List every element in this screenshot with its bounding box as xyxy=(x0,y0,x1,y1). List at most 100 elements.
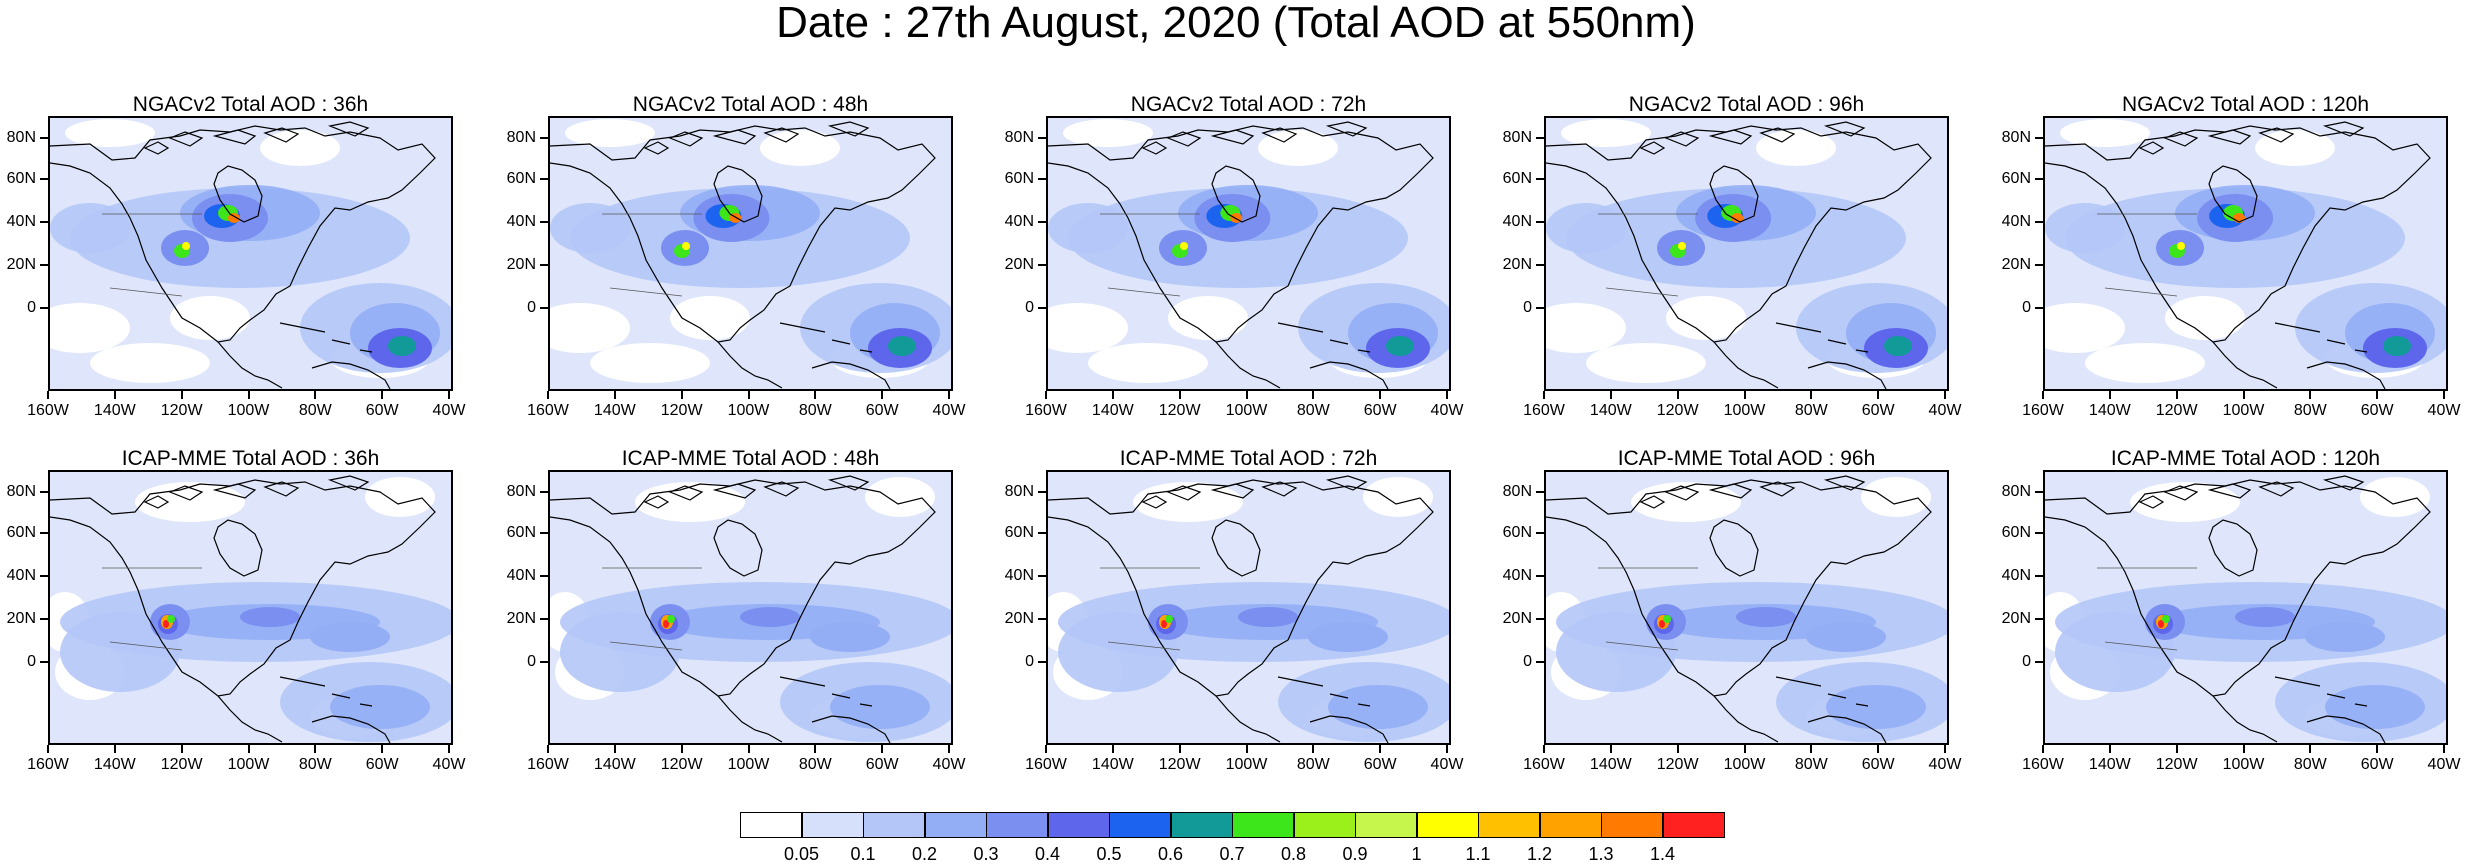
y-axis-tick xyxy=(40,178,48,180)
y-axis-label: 60N xyxy=(1502,170,1532,187)
y-axis-tick xyxy=(1536,137,1544,139)
x-axis-label: 80W xyxy=(298,402,332,419)
y-axis-label: 40N xyxy=(506,213,536,230)
figure-title: Date : 27th August, 2020 (Total AOD at 5… xyxy=(776,0,1696,47)
y-axis-label: 40N xyxy=(6,213,36,230)
colorbar-label: 0.1 xyxy=(850,844,876,864)
x-axis-tick xyxy=(247,745,250,753)
y-axis-tick xyxy=(1038,618,1046,620)
y-axis-tick xyxy=(1038,264,1046,266)
x-axis-tick xyxy=(2309,745,2312,753)
x-axis-tick xyxy=(1245,745,1248,753)
y-axis-tick xyxy=(540,661,548,663)
panel-title: NGACv2 Total AOD : 48h xyxy=(632,93,869,116)
y-axis-tick xyxy=(1038,221,1046,223)
aod-map-graphic xyxy=(2045,118,2446,389)
map-panel: ICAP-MME Total AOD : 36h 80N 60N 40N 20N 0 160… xyxy=(0,446,500,801)
x-axis-tick xyxy=(2042,745,2044,753)
x-axis-label: 40W xyxy=(932,756,966,773)
x-axis-label: 100W xyxy=(1723,756,1766,773)
y-axis-tick xyxy=(1536,264,1544,266)
x-axis-tick xyxy=(247,391,250,399)
colorbar-swatch xyxy=(863,812,925,838)
x-axis-label: 100W xyxy=(1225,756,1268,773)
x-axis-label: 80W xyxy=(2293,402,2327,419)
aod-map-graphic xyxy=(1546,472,1947,743)
x-axis-label: 40W xyxy=(2427,402,2461,419)
y-axis-label: 60N xyxy=(1004,170,1034,187)
colorbar-swatch xyxy=(740,812,802,838)
y-axis-label: 0 xyxy=(27,299,36,316)
y-axis-tick xyxy=(2035,532,2043,534)
x-axis-label: 140W xyxy=(93,756,136,773)
panel-title: ICAP-MME Total AOD : 36h xyxy=(121,447,380,470)
y-axis-tick xyxy=(2035,661,2043,663)
y-axis-label: 40N xyxy=(1502,213,1532,230)
y-axis-tick xyxy=(2035,307,2043,309)
y-axis-tick xyxy=(1536,575,1544,577)
aod-map xyxy=(548,116,953,391)
x-axis-tick xyxy=(1743,391,1746,399)
x-axis-tick xyxy=(180,745,183,753)
colorbar-label: 0.05 xyxy=(783,844,820,864)
x-axis-tick xyxy=(1810,745,1813,753)
x-axis-tick xyxy=(381,391,384,399)
y-axis-label: 0 xyxy=(27,653,36,670)
x-axis-tick xyxy=(613,391,616,399)
y-axis-tick xyxy=(2035,137,2043,139)
colorbar-swatch xyxy=(1478,812,1540,838)
aod-map xyxy=(48,470,453,745)
x-axis-tick xyxy=(1446,745,1448,753)
y-axis-label: 80N xyxy=(2001,129,2031,146)
y-axis-tick xyxy=(1536,307,1544,309)
x-axis-tick xyxy=(113,391,116,399)
y-axis-tick xyxy=(40,661,48,663)
x-axis-tick xyxy=(2242,391,2245,399)
x-axis-label: 80W xyxy=(2293,756,2327,773)
x-axis-label: 120W xyxy=(660,756,703,773)
y-axis-label: 60N xyxy=(2001,524,2031,541)
x-axis-tick xyxy=(2376,745,2379,753)
y-axis-tick xyxy=(540,575,548,577)
x-axis-label: 40W xyxy=(2427,756,2461,773)
y-axis-label: 0 xyxy=(1523,653,1532,670)
aod-map xyxy=(2043,470,2448,745)
x-axis-label: 140W xyxy=(593,756,636,773)
x-axis-label: 160W xyxy=(1523,402,1565,419)
x-axis-tick xyxy=(1045,391,1047,399)
colorbar-label: 1.1 xyxy=(1465,844,1491,864)
x-axis-label: 60W xyxy=(1363,756,1397,773)
x-axis-label: 80W xyxy=(1296,756,1330,773)
x-axis-label: 60W xyxy=(865,756,899,773)
x-axis-tick xyxy=(814,391,817,399)
colorbar-swatch xyxy=(1355,812,1417,838)
y-axis-label: 60N xyxy=(1004,524,1034,541)
x-axis-tick xyxy=(1111,391,1114,399)
map-panel: NGACv2 Total AOD : 48h 80N 60N 40N 20N 0 160W 1… xyxy=(500,92,1000,447)
y-axis-tick xyxy=(1038,661,1046,663)
x-axis-tick xyxy=(2309,391,2312,399)
x-axis-label: 140W xyxy=(93,402,136,419)
x-axis-tick xyxy=(2175,391,2178,399)
colorbar-swatch xyxy=(1416,812,1479,838)
x-axis-tick xyxy=(47,391,49,399)
y-axis-label: 40N xyxy=(1004,213,1034,230)
y-axis-tick xyxy=(1536,178,1544,180)
y-axis-label: 0 xyxy=(2022,653,2031,670)
aod-map xyxy=(48,116,453,391)
x-axis-label: 160W xyxy=(527,402,569,419)
colorbar-label: 1.3 xyxy=(1588,844,1614,864)
x-axis-tick xyxy=(1111,745,1114,753)
y-axis-label: 20N xyxy=(2001,256,2031,273)
x-axis-label: 60W xyxy=(1363,402,1397,419)
x-axis-tick xyxy=(381,745,384,753)
aod-map xyxy=(1544,116,1949,391)
map-panel: NGACv2 Total AOD : 36h 80N 60N 40N 20N 0 160W 1… xyxy=(0,92,500,447)
x-axis-tick xyxy=(1543,391,1545,399)
x-axis-tick xyxy=(1810,391,1813,399)
y-axis-tick xyxy=(1536,221,1544,223)
x-axis-tick xyxy=(814,745,817,753)
aod-map xyxy=(548,470,953,745)
y-axis-tick xyxy=(540,307,548,309)
panel-title: NGACv2 Total AOD : 120h xyxy=(2121,93,2370,116)
